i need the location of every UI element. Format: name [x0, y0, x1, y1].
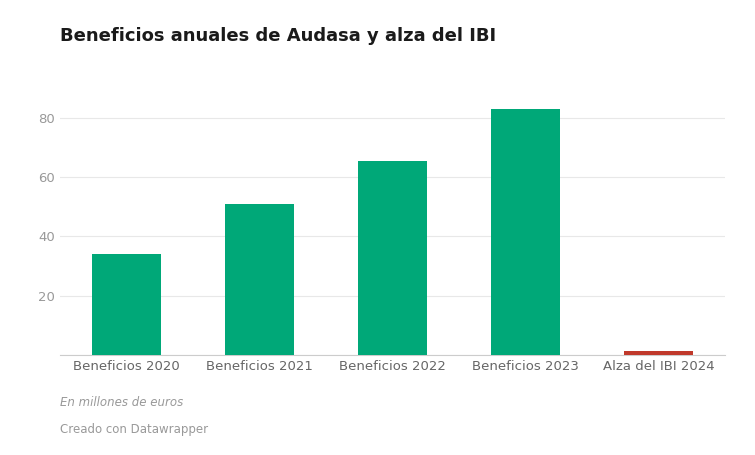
Bar: [225, 203, 294, 355]
Text: Creado con Datawrapper: Creado con Datawrapper: [60, 423, 208, 436]
Bar: [358, 161, 427, 355]
Bar: [491, 109, 560, 355]
Bar: [624, 351, 693, 355]
Text: Beneficios anuales de Audasa y alza del IBI: Beneficios anuales de Audasa y alza del …: [60, 27, 497, 46]
Bar: [92, 254, 162, 355]
Text: En millones de euros: En millones de euros: [60, 396, 183, 409]
